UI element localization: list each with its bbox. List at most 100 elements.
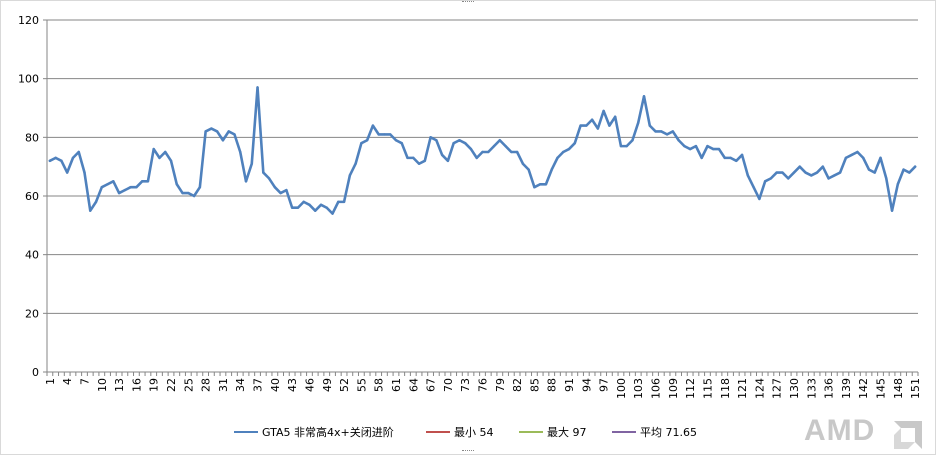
data-point — [677, 139, 680, 142]
data-point — [671, 130, 675, 133]
resize-handle-top[interactable] — [462, 1, 474, 5]
data-point — [844, 156, 848, 160]
y-tick-label: 20 — [25, 307, 39, 320]
data-point — [712, 147, 715, 151]
data-point — [815, 171, 819, 174]
data-point — [896, 183, 900, 186]
data-point — [556, 156, 559, 160]
data-point — [233, 133, 236, 136]
data-point — [729, 156, 732, 160]
data-point — [746, 174, 750, 177]
x-tick-label: 151 — [909, 378, 922, 399]
x-tick-label: 7 — [78, 378, 91, 385]
data-point — [285, 188, 288, 192]
gridlines — [47, 19, 918, 314]
data-point — [792, 171, 796, 174]
data-point — [198, 186, 202, 189]
data-point — [290, 206, 294, 209]
x-tick-label: 142 — [857, 378, 870, 399]
data-point — [867, 168, 871, 171]
x-tick-label: 100 — [615, 378, 628, 399]
data-point — [821, 165, 825, 168]
x-tick-label: 97 — [598, 378, 611, 392]
y-tick-label: 60 — [25, 190, 39, 203]
data-point — [827, 177, 830, 180]
resize-handle-bottom[interactable] — [462, 450, 474, 454]
data-point — [60, 159, 63, 162]
data-point — [458, 139, 461, 142]
data-point — [54, 156, 57, 160]
x-tick-label: 25 — [182, 378, 195, 392]
data-point — [538, 183, 542, 186]
x-tick-label: 127 — [771, 378, 784, 399]
x-tick-label: 19 — [148, 378, 161, 392]
data-point — [412, 156, 415, 160]
data-point — [798, 165, 801, 168]
data-point — [152, 147, 155, 151]
data-point — [619, 144, 623, 148]
data-point — [348, 174, 352, 177]
data-point — [129, 186, 132, 189]
data-point — [804, 171, 807, 174]
data-point — [65, 171, 69, 174]
data-point — [648, 124, 651, 127]
x-tick-label: 49 — [321, 378, 334, 392]
data-point — [383, 133, 386, 136]
data-point — [215, 130, 219, 133]
x-tick-label: 124 — [753, 378, 766, 399]
data-point — [833, 174, 836, 177]
x-tick-label: 118 — [719, 378, 732, 399]
data-point — [562, 150, 565, 154]
y-tick-label: 120 — [18, 14, 39, 27]
x-tick-label: 91 — [563, 378, 576, 392]
data-point — [140, 180, 144, 183]
x-tick-label: 4 — [61, 378, 74, 385]
data-point — [360, 142, 363, 145]
data-point — [117, 191, 121, 195]
data-point — [250, 162, 253, 165]
y-axis: 0 20 40 60 80 100 120 — [18, 14, 48, 379]
x-tick-label: 94 — [580, 378, 593, 392]
data-point — [590, 118, 594, 121]
data-point — [758, 197, 761, 201]
data-point — [550, 168, 553, 171]
data-point — [83, 171, 86, 174]
data-point — [389, 133, 392, 136]
data-point — [89, 209, 92, 212]
x-tick-label: 133 — [805, 378, 818, 399]
data-point — [354, 162, 357, 165]
data-point — [769, 177, 773, 180]
data-point — [302, 200, 305, 204]
data-point — [279, 191, 282, 195]
data-point — [296, 206, 300, 209]
data-point — [337, 200, 340, 204]
x-tick-label: 43 — [286, 378, 299, 392]
data-point — [665, 133, 669, 136]
x-tick-label: 67 — [425, 378, 438, 392]
data-point — [123, 188, 127, 192]
data-point — [487, 150, 490, 154]
data-point — [146, 180, 150, 183]
x-tick-label: 22 — [165, 378, 178, 392]
data-point — [314, 209, 317, 212]
data-point — [204, 130, 207, 133]
data-point — [273, 186, 277, 189]
data-point — [417, 162, 421, 165]
data-point — [631, 139, 634, 142]
data-point — [158, 156, 161, 160]
x-tick-label: 16 — [130, 378, 143, 392]
x-tick-label: 64 — [407, 378, 420, 392]
data-point — [325, 206, 328, 209]
data-point — [533, 186, 536, 189]
data-point — [331, 212, 334, 215]
data-point — [625, 144, 628, 148]
x-tick-label: 121 — [736, 378, 749, 399]
data-point — [706, 144, 709, 148]
data-point — [810, 174, 813, 177]
x-tick-label: 115 — [701, 378, 714, 399]
data-point — [371, 124, 375, 127]
amd-arrow-icon — [894, 421, 922, 449]
data-point — [406, 156, 409, 160]
data-point — [781, 171, 784, 174]
data-point — [475, 156, 478, 160]
